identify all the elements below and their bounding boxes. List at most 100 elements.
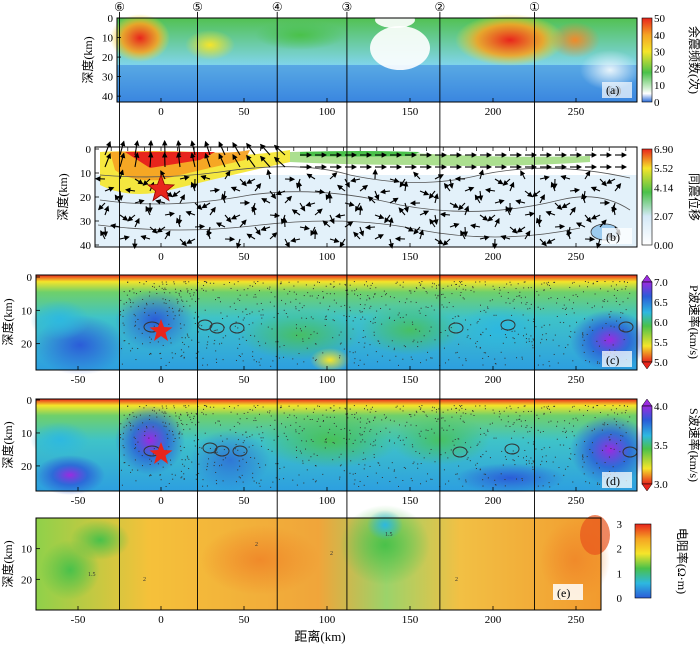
colorbar-tick-label: 6.0 bbox=[654, 317, 668, 329]
panel-e-ylabel: 深度(km) bbox=[0, 540, 15, 587]
x-tick-label: 250 bbox=[568, 495, 585, 507]
x-tick-label: 0 bbox=[158, 106, 164, 118]
x-tick-label: 50 bbox=[239, 614, 251, 626]
profile-markers: ⑥ ⑤ ④ ③ ② ① bbox=[114, 0, 540, 14]
colorbar-c: 7.06.56.05.55.0 P波速率(km/s) bbox=[642, 275, 700, 369]
panel-c-tag: (c) bbox=[606, 353, 619, 367]
x-tick-label: 150 bbox=[402, 374, 419, 386]
colorbar-tick-label: 0 bbox=[654, 97, 660, 109]
colorbar-d: 4.0 3.5 3.0 S波速率(km/s) bbox=[642, 399, 700, 491]
y-tick-label: 40 bbox=[102, 91, 114, 103]
y-tick-label: 0 bbox=[27, 272, 33, 284]
y-tick-label: 10 bbox=[21, 544, 33, 556]
panel-d-ylabel: 深度(km) bbox=[0, 421, 15, 468]
y-tick-label: 20 bbox=[102, 52, 114, 64]
colorbar-tick-label: 2.07 bbox=[654, 211, 674, 223]
y-tick-label: 30 bbox=[102, 72, 114, 84]
panel-b-tag: (b) bbox=[606, 230, 620, 244]
y-tick-label: 0 bbox=[27, 395, 33, 407]
colorbar-tick-label: 5.0 bbox=[654, 357, 668, 369]
colorbar-tick-label: 3.0 bbox=[654, 479, 668, 491]
colorbar-tick-label: 50 bbox=[654, 13, 666, 25]
x-tick-label: 150 bbox=[402, 251, 419, 263]
x-tick-label: 150 bbox=[402, 106, 419, 118]
x-tick-label: -50 bbox=[71, 614, 86, 626]
panel-a-tag-text: (a) bbox=[606, 83, 619, 97]
x-axis-label: 距离(km) bbox=[294, 629, 345, 644]
colorbar-tick-label: 6.90 bbox=[654, 144, 674, 156]
x-tick-label: 250 bbox=[568, 251, 585, 263]
colorbar-tick-label: 1 bbox=[617, 568, 623, 580]
x-tick-label: 0 bbox=[158, 495, 164, 507]
colorbar-tick-label: 40 bbox=[654, 30, 666, 42]
svg-text:2: 2 bbox=[330, 551, 333, 557]
panel-e-tag: (e) bbox=[557, 586, 570, 600]
x-tick-label: 200 bbox=[485, 106, 502, 118]
panel-a-ylabel: 深度(km) bbox=[80, 36, 95, 83]
colorbar-c-title: P波速率(km/s) bbox=[687, 285, 700, 359]
profile-marker: ⑤ bbox=[192, 0, 203, 14]
colorbar-tick-label: 4.0 bbox=[654, 401, 668, 413]
x-tick-label: 150 bbox=[402, 614, 419, 626]
x-tick-label: 50 bbox=[239, 374, 251, 386]
x-tick-label: 200 bbox=[485, 374, 502, 386]
panel-c-ylabel: 深度(km) bbox=[0, 298, 15, 345]
panel-b-ylabel: 深度(km) bbox=[55, 173, 70, 220]
profile-marker: ① bbox=[529, 0, 540, 14]
colorbar-tick-label: 4.14 bbox=[654, 182, 674, 194]
svg-text:1.5: 1.5 bbox=[88, 572, 96, 578]
y-tick-label: 10 bbox=[80, 168, 92, 180]
panel-c: -50 0 50 100 150 200 250 0 10 20 (c) bbox=[21, 272, 650, 386]
y-tick-label: 20 bbox=[21, 339, 33, 351]
svg-text:2: 2 bbox=[143, 577, 146, 583]
y-tick-label: 40 bbox=[80, 240, 92, 252]
svg-text:1.5: 1.5 bbox=[385, 532, 393, 538]
x-tick-label: 250 bbox=[568, 374, 585, 386]
y-tick-label: 20 bbox=[21, 574, 33, 586]
colorbar-tick-label: 7.0 bbox=[654, 277, 668, 289]
colorbar-b: 6.905.524.142.070.00 同震位移 bbox=[642, 144, 700, 252]
colorbar-d-title: S波速率(km/s) bbox=[687, 408, 700, 482]
colorbar-tick-label: 0 bbox=[617, 593, 623, 605]
colorbar-tick-label: 5.52 bbox=[654, 163, 673, 175]
x-tick-label: 50 bbox=[239, 106, 251, 118]
colorbar-b-title: 同震位移 bbox=[687, 173, 700, 221]
x-tick-label: 50 bbox=[239, 251, 251, 263]
colorbar-tick-label: 3 bbox=[617, 519, 623, 531]
y-tick-label: 20 bbox=[21, 461, 33, 473]
x-tick-label: -50 bbox=[71, 495, 86, 507]
y-tick-label: 10 bbox=[102, 33, 114, 45]
x-tick-label: 100 bbox=[319, 495, 336, 507]
colorbar-tick-label: 6.5 bbox=[654, 297, 668, 309]
x-tick-label: 250 bbox=[568, 106, 585, 118]
profile-marker: ② bbox=[434, 0, 445, 14]
profile-marker: ④ bbox=[272, 0, 283, 14]
svg-text:2: 2 bbox=[455, 577, 458, 583]
x-tick-label: -50 bbox=[71, 374, 86, 386]
x-tick-label: 250 bbox=[568, 614, 585, 626]
colorbar-a-title: 余震频数(次) bbox=[687, 26, 700, 94]
profile-marker: ⑥ bbox=[114, 0, 125, 14]
x-tick-label: 0 bbox=[158, 374, 164, 386]
colorbar-tick-label: 3.5 bbox=[654, 440, 668, 452]
x-tick-label: 0 bbox=[158, 251, 164, 263]
x-tick-label: 100 bbox=[319, 106, 336, 118]
x-tick-label: 100 bbox=[319, 374, 336, 386]
y-tick-label: 10 bbox=[21, 305, 33, 317]
y-tick-label: 30 bbox=[80, 216, 92, 228]
y-tick-label: 10 bbox=[21, 428, 33, 440]
panel-d-tag: (d) bbox=[606, 474, 620, 488]
y-tick-label: 0 bbox=[86, 144, 92, 156]
profile-marker: ③ bbox=[342, 0, 353, 14]
x-tick-label: 0 bbox=[158, 614, 164, 626]
x-tick-label: 200 bbox=[485, 251, 502, 263]
x-tick-label: 50 bbox=[239, 495, 251, 507]
y-tick-label: 0 bbox=[108, 13, 114, 25]
colorbar-tick-label: 20 bbox=[654, 63, 666, 75]
